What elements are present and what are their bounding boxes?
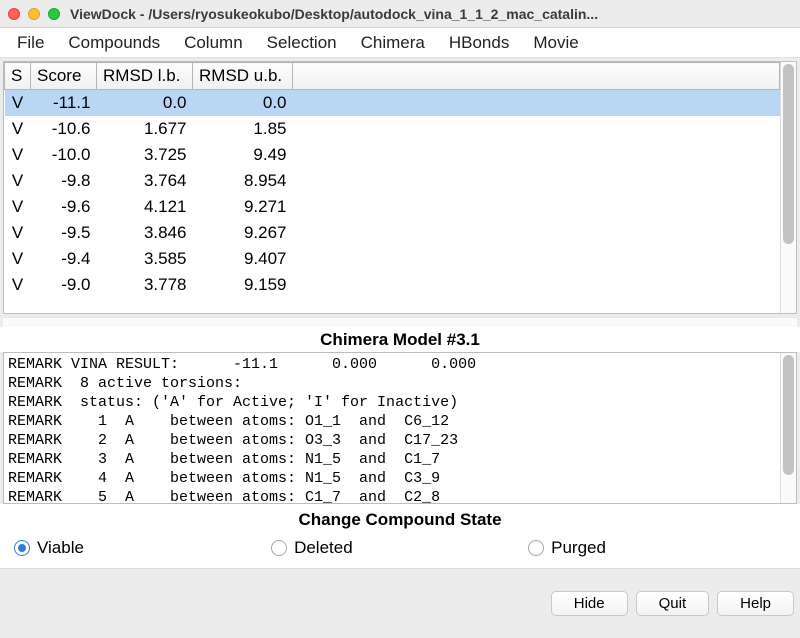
hide-button[interactable]: Hide	[551, 591, 628, 616]
menu-column[interactable]: Column	[173, 30, 254, 56]
change-state-heading: Change Compound State	[0, 504, 800, 534]
table-cell: 0.0	[97, 90, 193, 117]
table-cell: V	[5, 90, 31, 117]
table-cell: V	[5, 168, 31, 194]
table-cell: 9.267	[193, 220, 293, 246]
vertical-scrollbar[interactable]	[780, 62, 796, 313]
model-heading: Chimera Model #3.1	[0, 327, 800, 352]
table-row[interactable]: V-10.03.7259.49	[5, 142, 780, 168]
table-cell: V	[5, 116, 31, 142]
col-score[interactable]: Score	[31, 63, 97, 90]
remark-panel: REMARK VINA RESULT: -11.1 0.000 0.000 RE…	[3, 352, 797, 504]
table-cell: 9.407	[193, 246, 293, 272]
table-cell: -10.0	[31, 142, 97, 168]
table-cell: V	[5, 194, 31, 220]
table-cell: -9.0	[31, 272, 97, 298]
menu-movie[interactable]: Movie	[522, 30, 589, 56]
col-s[interactable]: S	[5, 63, 31, 90]
table-cell: 3.725	[97, 142, 193, 168]
table-row[interactable]: V-9.03.7789.159	[5, 272, 780, 298]
col-spacer	[293, 63, 780, 90]
results-table[interactable]: S Score RMSD l.b. RMSD u.b. V-11.10.00.0…	[4, 62, 780, 298]
table-cell: 3.778	[97, 272, 193, 298]
table-cell: V	[5, 272, 31, 298]
remark-scrollbar[interactable]	[780, 353, 796, 503]
menu-file[interactable]: File	[6, 30, 55, 56]
table-cell: -9.8	[31, 168, 97, 194]
table-row[interactable]: V-9.53.8469.267	[5, 220, 780, 246]
radio-purged-indicator	[528, 540, 544, 556]
menu-chimera[interactable]: Chimera	[350, 30, 436, 56]
table-cell: -9.6	[31, 194, 97, 220]
compound-state-radios: Viable Deleted Purged	[0, 534, 800, 569]
table-cell: 1.677	[97, 116, 193, 142]
table-cell-spacer	[293, 90, 780, 117]
table-cell: 0.0	[193, 90, 293, 117]
vertical-scrollbar-thumb[interactable]	[783, 64, 794, 244]
remark-text[interactable]: REMARK VINA RESULT: -11.1 0.000 0.000 RE…	[4, 353, 780, 503]
table-cell-spacer	[293, 168, 780, 194]
table-cell: -10.6	[31, 116, 97, 142]
table-header-row: S Score RMSD l.b. RMSD u.b.	[5, 63, 780, 90]
table-cell: -9.4	[31, 246, 97, 272]
footer: Hide Quit Help	[0, 569, 800, 638]
menu-selection[interactable]: Selection	[256, 30, 348, 56]
table-cell-spacer	[293, 142, 780, 168]
table-cell: 3.585	[97, 246, 193, 272]
results-table-container: S Score RMSD l.b. RMSD u.b. V-11.10.00.0…	[3, 61, 797, 314]
help-button[interactable]: Help	[717, 591, 794, 616]
close-window-button[interactable]	[8, 8, 20, 20]
table-cell: V	[5, 246, 31, 272]
table-cell-spacer	[293, 194, 780, 220]
window-title: ViewDock - /Users/ryosukeokubo/Desktop/a…	[70, 6, 792, 22]
table-row[interactable]: V-9.43.5859.407	[5, 246, 780, 272]
quit-button[interactable]: Quit	[636, 591, 710, 616]
radio-purged[interactable]: Purged	[528, 538, 785, 558]
table-cell: 9.49	[193, 142, 293, 168]
radio-viable[interactable]: Viable	[14, 538, 271, 558]
table-cell-spacer	[293, 272, 780, 298]
menu-hbonds[interactable]: HBonds	[438, 30, 520, 56]
table-cell: 1.85	[193, 116, 293, 142]
col-rmsd-lb[interactable]: RMSD l.b.	[97, 63, 193, 90]
radio-deleted-label: Deleted	[294, 538, 353, 558]
menubar: File Compounds Column Selection Chimera …	[0, 28, 800, 58]
menu-compounds[interactable]: Compounds	[57, 30, 171, 56]
col-rmsd-ub[interactable]: RMSD u.b.	[193, 63, 293, 90]
table-cell: 3.846	[97, 220, 193, 246]
table-cell: -11.1	[31, 90, 97, 117]
titlebar: ViewDock - /Users/ryosukeokubo/Desktop/a…	[0, 0, 800, 28]
table-cell: V	[5, 142, 31, 168]
radio-viable-label: Viable	[37, 538, 84, 558]
horizontal-scrollbar[interactable]	[3, 317, 797, 327]
table-row[interactable]: V-9.64.1219.271	[5, 194, 780, 220]
remark-scrollbar-thumb[interactable]	[783, 355, 794, 475]
table-cell: 8.954	[193, 168, 293, 194]
table-row[interactable]: V-11.10.00.0	[5, 90, 780, 117]
table-row[interactable]: V-9.83.7648.954	[5, 168, 780, 194]
table-cell: V	[5, 220, 31, 246]
radio-deleted[interactable]: Deleted	[271, 538, 528, 558]
table-row[interactable]: V-10.61.6771.85	[5, 116, 780, 142]
table-cell: 9.159	[193, 272, 293, 298]
table-cell: 9.271	[193, 194, 293, 220]
table-cell-spacer	[293, 246, 780, 272]
table-cell: -9.5	[31, 220, 97, 246]
table-cell: 3.764	[97, 168, 193, 194]
traffic-lights	[8, 8, 60, 20]
radio-viable-indicator	[14, 540, 30, 556]
minimize-window-button[interactable]	[28, 8, 40, 20]
radio-purged-label: Purged	[551, 538, 606, 558]
table-cell: 4.121	[97, 194, 193, 220]
radio-deleted-indicator	[271, 540, 287, 556]
table-cell-spacer	[293, 220, 780, 246]
zoom-window-button[interactable]	[48, 8, 60, 20]
table-cell-spacer	[293, 116, 780, 142]
